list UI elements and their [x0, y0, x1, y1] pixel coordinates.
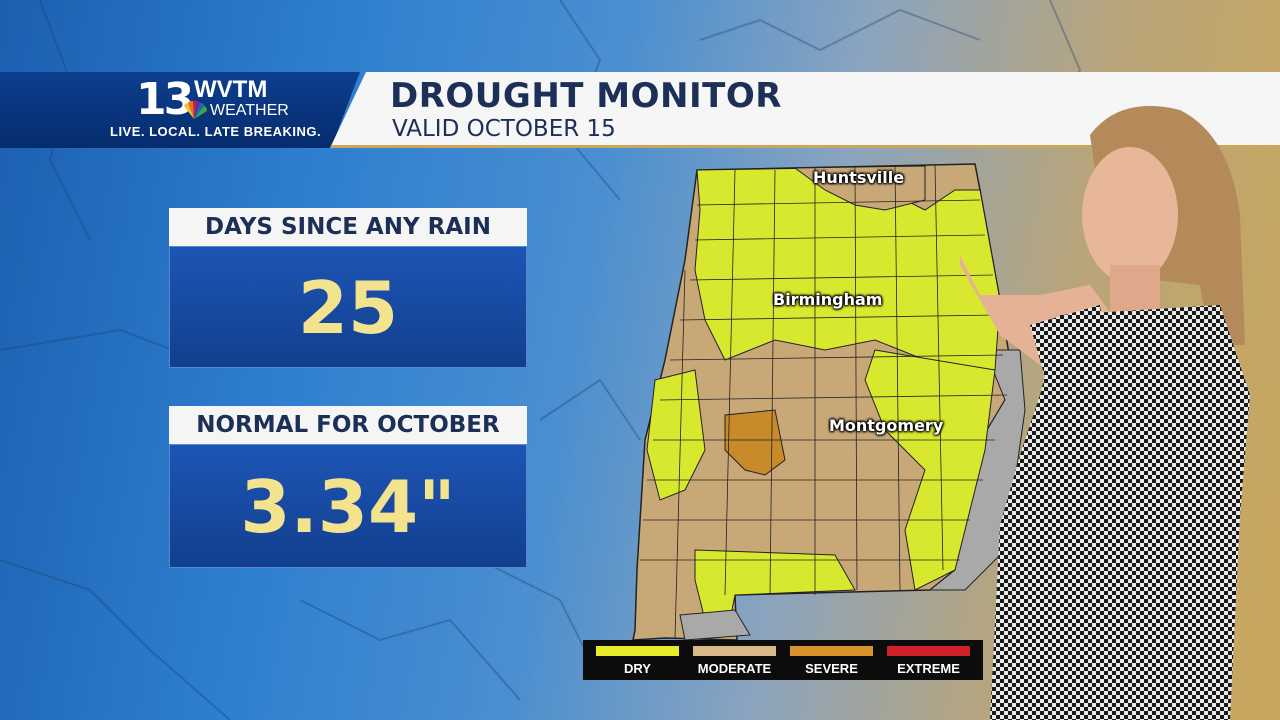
- dry-area-south: [694, 549, 856, 621]
- station-brand: WEATHER: [210, 102, 289, 119]
- dry-area-west: [646, 369, 706, 501]
- days-since-rain-value: 25: [169, 246, 527, 368]
- legend-item-moderate: MODERATE: [686, 644, 783, 676]
- page-subtitle: VALID OCTOBER 15: [392, 116, 616, 142]
- nbc-peacock-icon: [184, 100, 208, 119]
- gulf-coast-area: [679, 609, 751, 641]
- legend-label-extreme: EXTREME: [897, 661, 960, 676]
- city-label-montgomery: Montgomery: [829, 416, 944, 435]
- legend-item-extreme: EXTREME: [880, 644, 977, 676]
- days-since-rain-label: DAYS SINCE ANY RAIN: [169, 208, 527, 246]
- legend-label-severe: SEVERE: [805, 661, 858, 676]
- normal-rainfall-value: 3.34": [169, 444, 527, 568]
- legend-item-dry: DRY: [589, 644, 686, 676]
- station-logo: 13 WVTM WEATHER LIVE. LOCAL. LATE BREAKI…: [0, 72, 360, 148]
- station-number: 13: [136, 74, 194, 125]
- legend-swatch-dry: [595, 646, 680, 656]
- moderate-area-northeast: [793, 165, 926, 211]
- legend-label-moderate: MODERATE: [697, 661, 772, 676]
- city-label-birmingham: Birmingham: [773, 290, 883, 309]
- legend-swatch-moderate: [692, 646, 777, 656]
- legend-label-dry: DRY: [624, 661, 651, 676]
- legend-item-severe: SEVERE: [783, 644, 880, 676]
- city-label-huntsville: Huntsville: [813, 168, 905, 187]
- normal-rainfall-panel: NORMAL FOR OCTOBER 3.34": [169, 406, 527, 568]
- normal-rainfall-label: NORMAL FOR OCTOBER: [169, 406, 527, 444]
- severe-area: [724, 409, 786, 476]
- meteorologist-presenter: [960, 105, 1250, 720]
- legend-swatch-extreme: [886, 646, 971, 656]
- page-title: DROUGHT MONITOR: [390, 76, 782, 116]
- station-tagline: LIVE. LOCAL. LATE BREAKING.: [110, 124, 322, 139]
- county-lines: [640, 164, 1008, 639]
- station-call-sign: WVTM: [194, 76, 268, 103]
- drought-legend: DRY MODERATE SEVERE EXTREME: [583, 640, 983, 680]
- days-since-rain-panel: DAYS SINCE ANY RAIN 25: [169, 208, 527, 368]
- legend-swatch-severe: [789, 646, 874, 656]
- broadcast-header: 13 WVTM WEATHER LIVE. LOCAL. LATE BREAKI…: [0, 72, 1280, 148]
